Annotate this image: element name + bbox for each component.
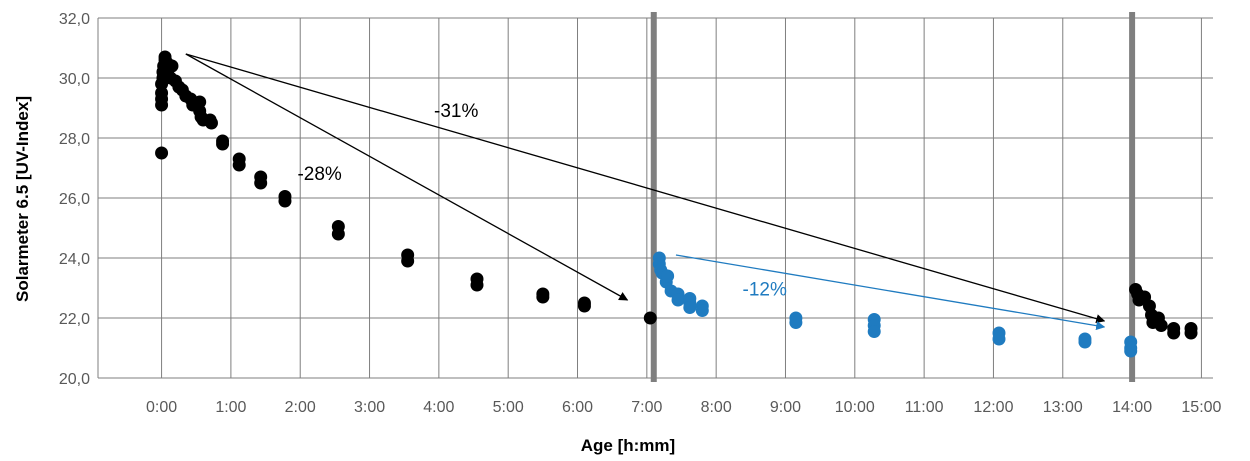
trend-arrows: [185, 53, 1106, 331]
y-axis-title: Solarmeter 6.5 [UV-Index]: [13, 96, 32, 302]
y-tick-label: 26,0: [59, 191, 90, 208]
black-data-point: [401, 254, 415, 268]
y-tick-label: 28,0: [59, 131, 90, 148]
black-data-point: [254, 176, 268, 190]
x-tick-label: 11:00: [905, 399, 944, 416]
black-data-point: [193, 95, 207, 109]
black-data-point: [216, 137, 230, 151]
black-data-point: [1154, 319, 1168, 332]
x-axis-title: Age [h:mm]: [581, 436, 675, 455]
blue-data-point: [695, 304, 709, 317]
x-tick-label: 10:00: [835, 399, 875, 416]
data-points: [155, 50, 1198, 358]
y-tick-label: 32,0: [59, 11, 90, 28]
x-tick-label: 5:00: [493, 399, 524, 416]
blue-data-point: [789, 316, 803, 329]
x-tick-label: 12:00: [973, 399, 1013, 416]
black-data-point: [536, 290, 550, 304]
tick-labels: 20,0 22,0 24,0 26,0 28,0 30,0 32,0 0:00 1:00 2:00…: [59, 11, 1222, 416]
black-trend-arrow: [185, 53, 629, 301]
y-tick-label: 30,0: [59, 71, 90, 88]
x-tick-label: 3:00: [354, 399, 385, 416]
black-data-point: [1184, 326, 1198, 340]
blue-trend-arrow: [675, 254, 1106, 331]
x-tick-label: 2:00: [285, 399, 316, 416]
x-tick-label: 13:00: [1043, 399, 1083, 416]
blue-data-point: [683, 301, 697, 314]
black-data-point: [165, 59, 179, 73]
y-tick-label: 20,0: [59, 371, 90, 388]
black-trend-arrow: [185, 53, 1106, 324]
blue-data-point: [671, 293, 685, 307]
y-tick-label: 22,0: [59, 311, 90, 328]
x-tick-label: 7:00: [631, 399, 662, 416]
x-tick-label: 9:00: [770, 399, 801, 416]
percent-annotation: -12%: [743, 280, 787, 301]
y-tick-label: 24,0: [59, 251, 90, 268]
black-data-point: [278, 194, 292, 208]
x-tick-label: 0:00: [146, 399, 177, 416]
blue-data-point: [1124, 344, 1138, 358]
black-data-point: [643, 311, 657, 325]
black-data-point: [155, 146, 169, 160]
x-tick-label: 14:00: [1112, 399, 1152, 416]
x-tick-label: 4:00: [423, 399, 454, 416]
x-tick-label: 15:00: [1181, 399, 1221, 416]
annotations: -31% -28% -12%: [297, 101, 787, 301]
x-tick-label: 8:00: [701, 399, 732, 416]
x-tick-label: 1:00: [215, 399, 246, 416]
blue-data-point: [1078, 335, 1092, 349]
black-data-point: [155, 86, 169, 100]
black-data-point: [232, 158, 246, 172]
blue-data-point: [661, 269, 675, 283]
percent-annotation: -28%: [297, 164, 341, 185]
black-data-point: [470, 278, 484, 292]
black-data-point: [1167, 326, 1181, 340]
vertical-dividers: [650, 12, 1136, 382]
black-data-point: [331, 227, 345, 241]
black-data-point: [204, 116, 218, 130]
blue-data-point: [867, 325, 881, 338]
blue-data-point: [992, 332, 1006, 346]
x-tick-label: 6:00: [562, 399, 593, 416]
black-data-point: [577, 299, 591, 313]
percent-annotation: -31%: [434, 101, 478, 122]
